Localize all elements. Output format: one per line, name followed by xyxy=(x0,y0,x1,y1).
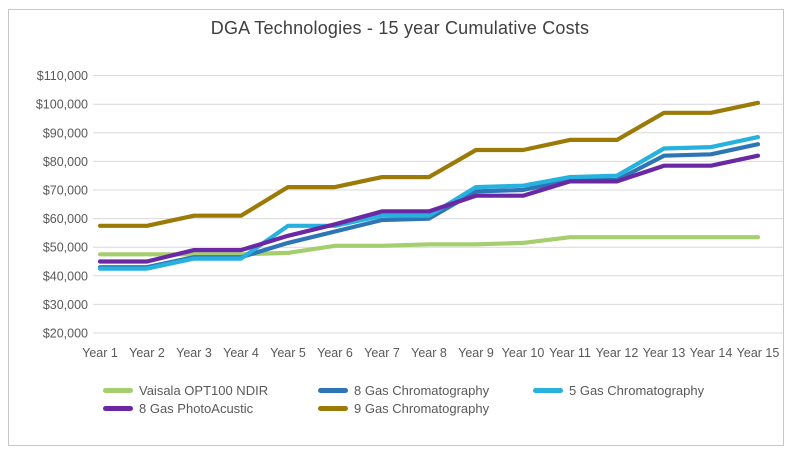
y-axis-tick-label: $90,000 xyxy=(43,126,88,140)
x-axis-tick-label: Year 12 xyxy=(596,346,639,360)
series-line-9-gas-chromatography xyxy=(97,100,761,228)
x-axis-tick-label: Year 15 xyxy=(737,346,780,360)
y-axis-tick-label: $70,000 xyxy=(43,184,88,198)
x-axis-tick-label: Year 13 xyxy=(643,346,686,360)
y-axis-tick-label: $30,000 xyxy=(43,298,88,312)
x-axis-tick-label: Year 7 xyxy=(364,346,400,360)
series-line-5-gas-chromatography xyxy=(97,135,761,271)
y-axis-tick-label: $110,000 xyxy=(37,69,88,83)
y-axis-tick-label: $40,000 xyxy=(43,269,88,283)
series-line-vaisala-opt100-ndir xyxy=(97,235,761,257)
y-axis-tick-label: $80,000 xyxy=(43,155,88,169)
chart-title: DGA Technologies - 15 year Cumulative Co… xyxy=(210,18,590,38)
series-line-8-gas-photoacustic xyxy=(97,153,761,264)
x-axis-tick-label: Year 8 xyxy=(411,346,447,360)
x-axis-tick-label: Year 5 xyxy=(270,346,306,360)
x-axis-tick-label: Year 14 xyxy=(690,346,733,360)
x-axis-tick-label: Year 3 xyxy=(176,346,212,360)
x-axis-tick-label: Year 4 xyxy=(223,346,259,360)
y-axis-tick-label: $50,000 xyxy=(43,241,88,255)
y-axis-tick-label: $100,000 xyxy=(36,98,88,112)
x-axis-tick-label: Year 9 xyxy=(458,346,494,360)
y-axis-tick-label: $60,000 xyxy=(43,212,88,226)
x-axis-tick-label: Year 6 xyxy=(317,346,353,360)
x-axis-tick-label: Year 10 xyxy=(502,346,545,360)
x-axis-tick-label: Year 2 xyxy=(129,346,165,360)
x-axis-tick-label: Year 11 xyxy=(549,346,591,360)
x-axis-tick-label: Year 1 xyxy=(82,346,118,360)
y-axis-tick-label: $20,000 xyxy=(43,327,88,341)
